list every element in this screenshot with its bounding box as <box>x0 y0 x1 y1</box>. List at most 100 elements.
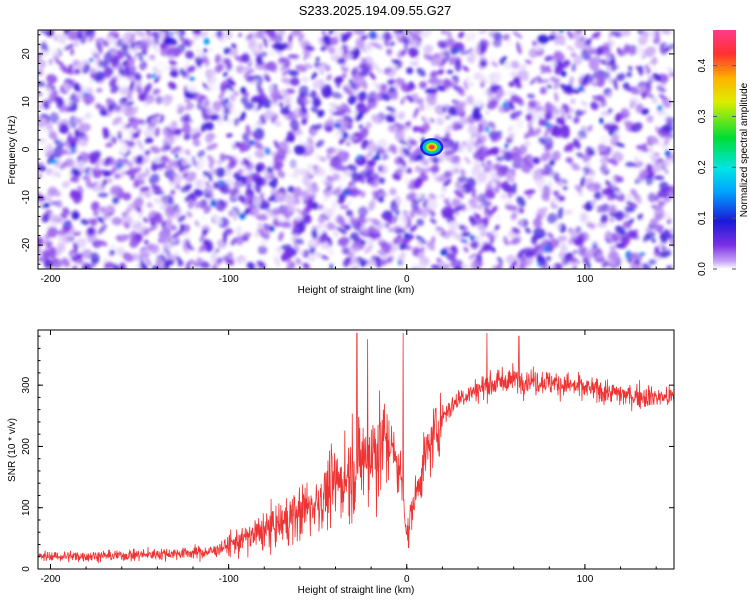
heatmap-blob <box>333 30 340 39</box>
heatmap-blob <box>280 106 291 116</box>
heatmap-blob <box>129 42 136 49</box>
heatmap-blob <box>419 167 426 174</box>
heatmap-blob <box>144 149 151 156</box>
heatmap-blob <box>649 218 656 225</box>
heatmap-blob <box>514 82 522 88</box>
heatmap-speckle <box>485 125 490 133</box>
heatmap-blob <box>267 161 274 167</box>
heatmap-blob <box>318 234 327 244</box>
heatmap-blob <box>507 125 513 133</box>
heatmap-blob <box>262 98 273 109</box>
heatmap-blob <box>537 34 549 45</box>
heatmap-speckle <box>240 87 247 94</box>
heatmap-blob <box>666 265 673 269</box>
heatmap-speckle <box>236 175 241 181</box>
heatmap-blob <box>374 93 381 102</box>
heatmap-blob <box>264 73 271 82</box>
heatmap-blob <box>488 130 499 140</box>
heatmap-blob <box>255 55 263 66</box>
heatmap-blob <box>491 61 499 68</box>
heatmap-blob <box>559 243 568 253</box>
heatmap-blob <box>329 158 340 166</box>
heatmap-blob <box>179 68 187 77</box>
heatmap-blob <box>230 69 237 78</box>
heatmap-blob <box>377 138 388 149</box>
heatmap-blob <box>641 263 652 269</box>
heatmap-speckle <box>537 262 542 267</box>
heatmap-blob <box>255 165 262 173</box>
heatmap-blob <box>202 229 208 235</box>
heatmap-blob <box>490 82 498 93</box>
heatmap-blob <box>653 223 661 232</box>
heatmap-blob <box>372 81 381 89</box>
heatmap-blob <box>337 236 350 247</box>
heatmap-blob <box>59 161 68 170</box>
heatmap-blob <box>146 35 155 45</box>
heatmap-blob <box>462 147 470 156</box>
heatmap-blob <box>470 258 482 269</box>
heatmap-speckle <box>599 117 604 124</box>
heatmap-blob <box>404 37 410 42</box>
heatmap-blob <box>467 124 478 136</box>
heatmap-blob <box>239 111 246 122</box>
heatmap-blob <box>331 111 343 116</box>
heatmap-blob <box>648 258 657 266</box>
heatmap-blob <box>241 52 251 63</box>
heatmap-blob <box>351 189 362 198</box>
heatmap-blob <box>475 41 481 52</box>
heatmap-blob <box>144 239 149 245</box>
heatmap-blob <box>359 190 366 198</box>
heatmap-speckle <box>664 149 671 157</box>
heatmap-blob <box>454 77 460 85</box>
heatmap-speckle <box>83 93 89 97</box>
heatmap-blob <box>177 215 186 223</box>
heatmap-blob <box>302 175 311 187</box>
heatmap-blob <box>353 66 359 71</box>
heatmap-blob <box>136 155 144 164</box>
heatmap-blob <box>466 138 476 150</box>
heatmap-blob <box>303 262 309 268</box>
heatmap-blob <box>465 31 477 42</box>
heatmap-blob <box>655 213 664 221</box>
heatmap-blob <box>443 170 453 179</box>
heatmap-blob <box>554 92 559 103</box>
heatmap-blob <box>235 65 245 74</box>
heatmap-blob <box>173 207 182 219</box>
heatmap-blob <box>350 182 357 190</box>
heatmap-blob <box>540 65 552 73</box>
heatmap-blob <box>68 64 74 69</box>
heatmap-blob <box>41 213 50 223</box>
heatmap-blob <box>355 111 364 122</box>
heatmap-blob <box>509 71 518 78</box>
heatmap-blob <box>464 156 471 164</box>
heatmap-blob <box>477 123 484 134</box>
heatmap-blob <box>183 133 191 141</box>
heatmap-blob <box>57 97 63 103</box>
heatmap-blob <box>317 109 325 118</box>
heatmap-blob <box>444 198 452 210</box>
heatmap-blob <box>634 194 642 205</box>
heatmap-blob <box>432 156 440 164</box>
heatmap-blob <box>380 83 388 91</box>
heatmap-speckle <box>370 31 376 39</box>
heatmap-speckle <box>151 73 157 79</box>
heatmap-blob <box>642 234 650 242</box>
heatmap-blob <box>328 195 340 201</box>
x-tick-label: -200 <box>40 274 60 285</box>
heatmap-blob <box>317 64 326 74</box>
heatmap-blob <box>222 231 227 244</box>
heatmap-blob <box>48 58 53 66</box>
heatmap-blob <box>543 171 549 177</box>
heatmap-blob <box>69 141 77 148</box>
heatmap-blob <box>568 162 581 171</box>
heatmap-blob <box>210 114 220 121</box>
heatmap-blob <box>435 117 445 126</box>
y-tick-label: -20 <box>21 237 32 252</box>
heatmap-blob <box>86 233 97 243</box>
heatmap-blob <box>140 38 152 49</box>
heatmap-blob <box>257 99 264 110</box>
heatmap-blob <box>527 157 533 163</box>
heatmap-blob <box>146 73 152 80</box>
heatmap-blob <box>591 102 599 111</box>
heatmap-blob <box>55 200 63 208</box>
